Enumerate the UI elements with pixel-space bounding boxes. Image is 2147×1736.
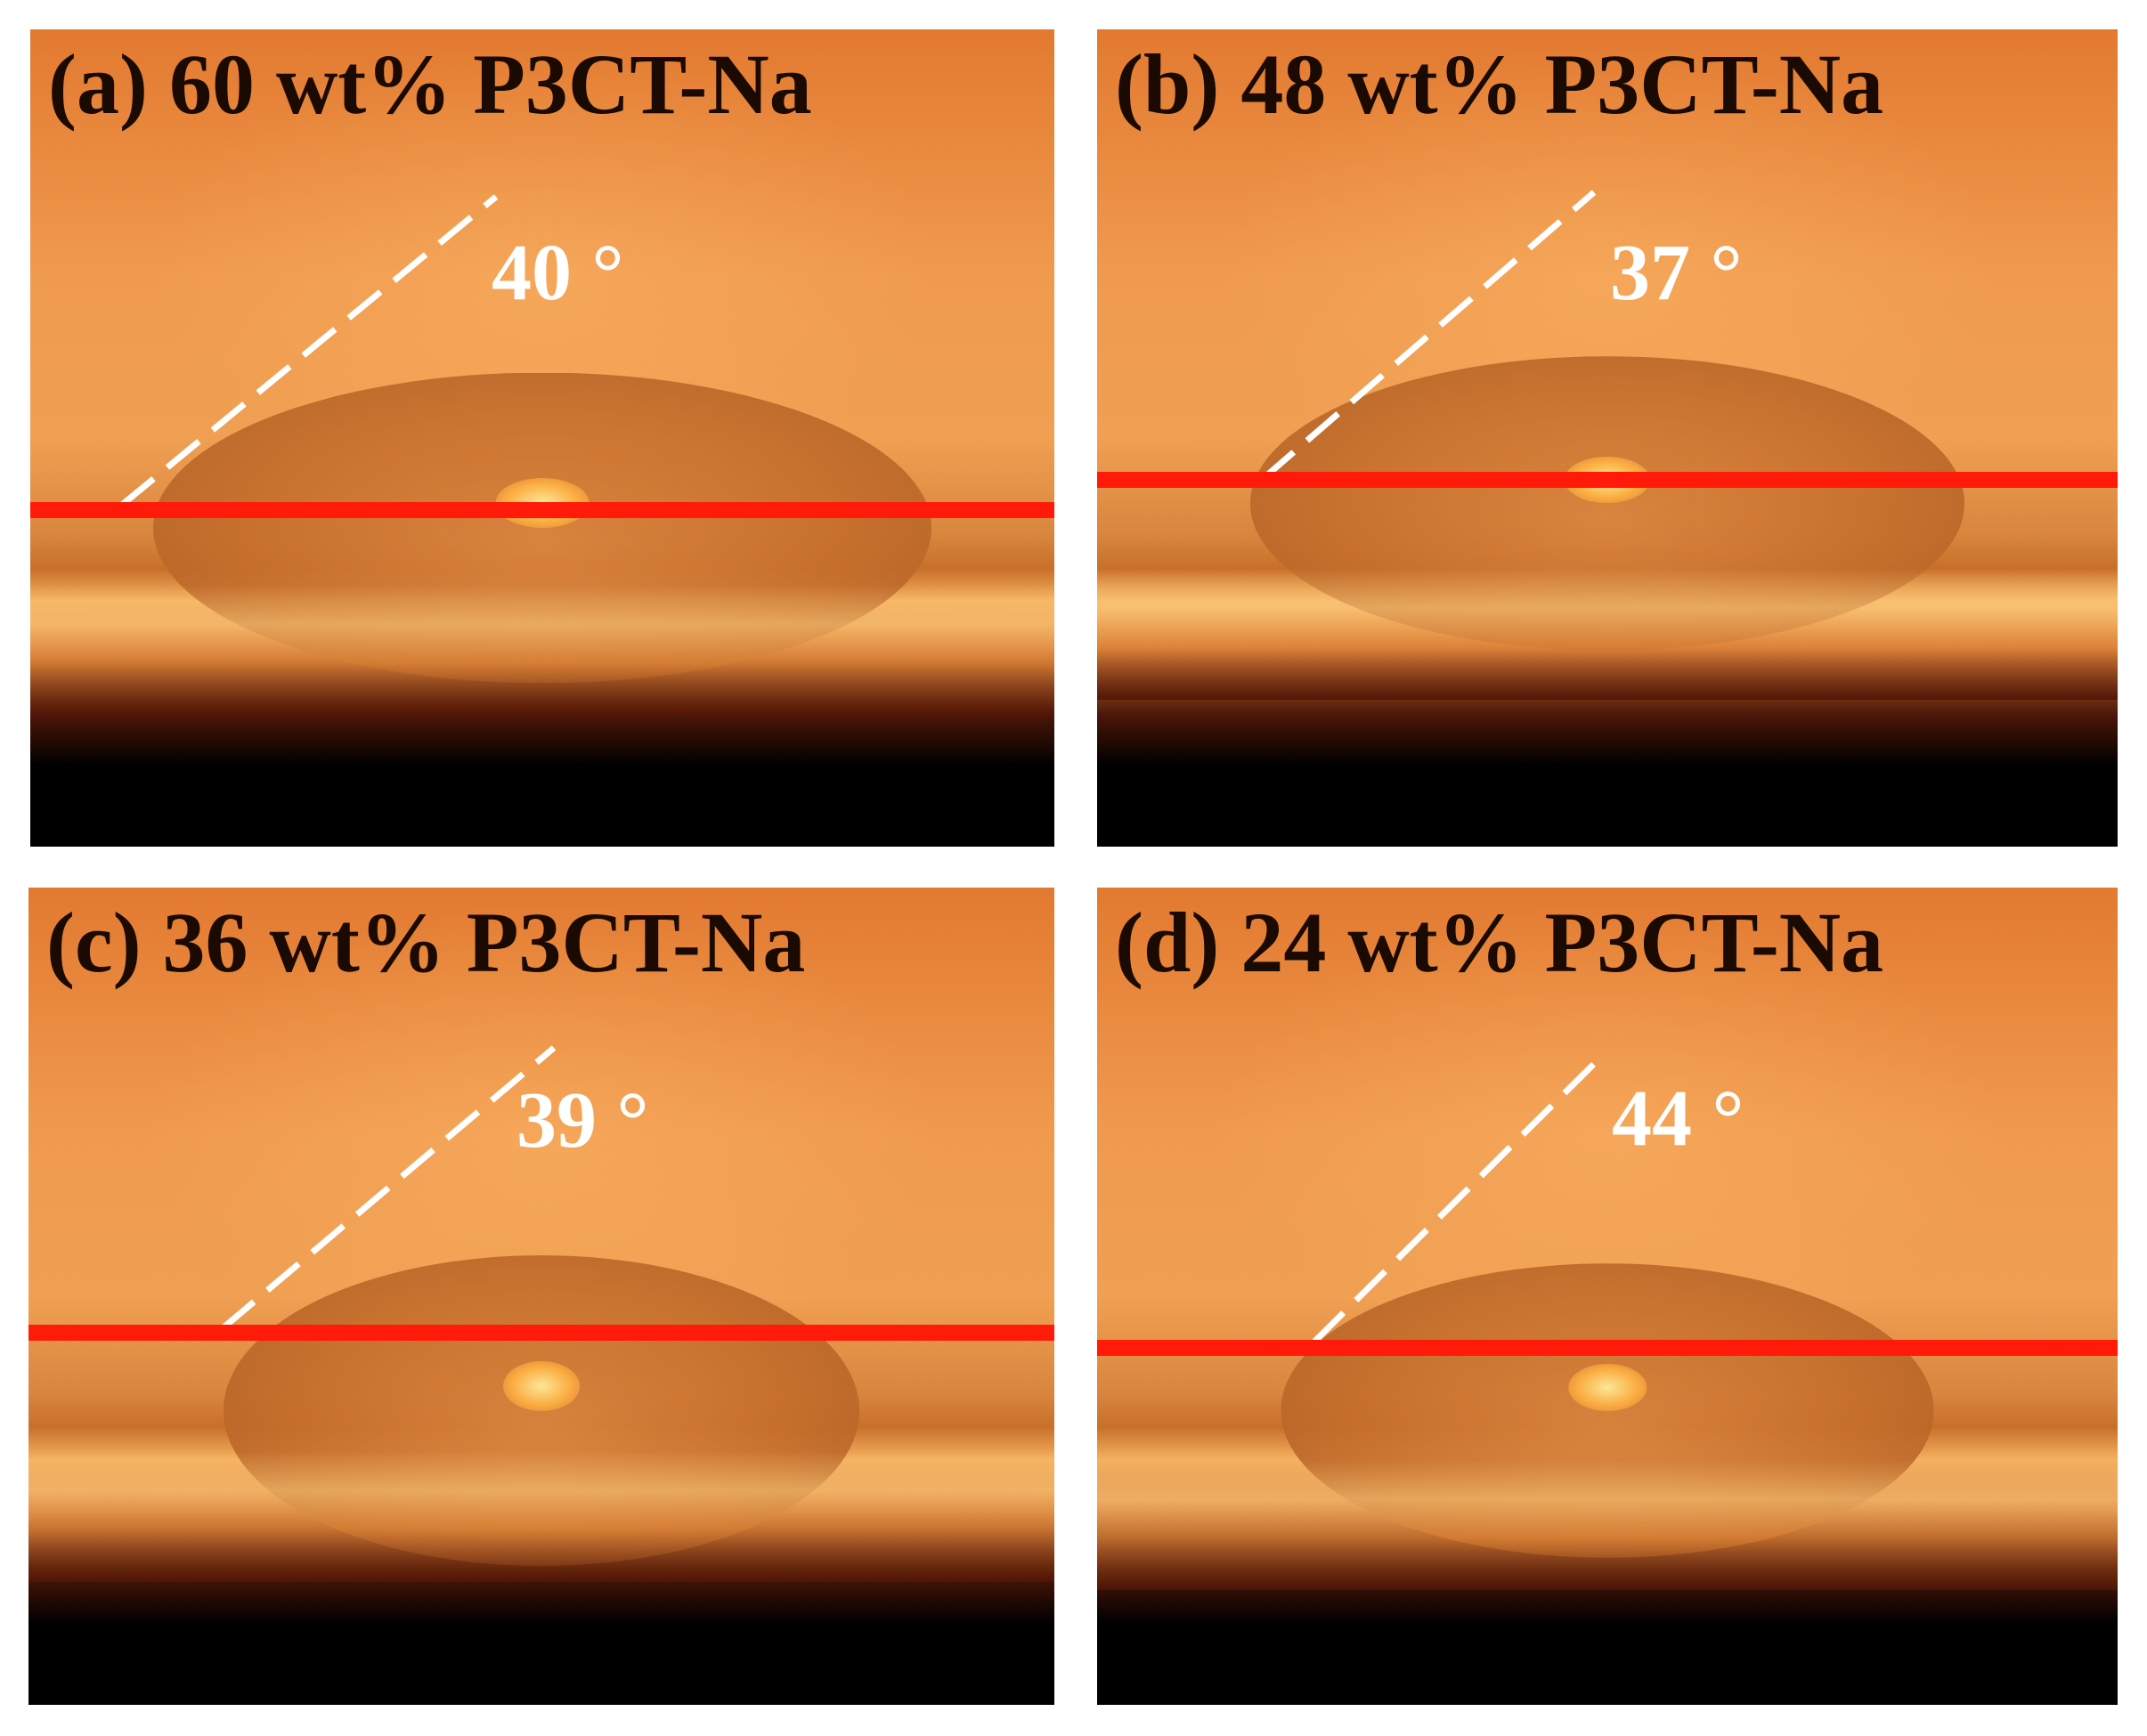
contact-angle-value: 37 ° [1610, 229, 1743, 317]
contact-angle-overlay [1097, 1059, 2118, 1356]
substrate [30, 585, 1054, 717]
panel-title: (b) 48 wt% P3CT-Na [1115, 37, 1884, 132]
contact-angle-value: 44 ° [1612, 1075, 1744, 1163]
contact-angle-value: 40 ° [492, 229, 624, 317]
panel-d-droplet-image: (d) 24 wt% P3CT-Na 44 ° [1097, 888, 2118, 1705]
tangent-line [220, 1045, 557, 1331]
tangent-line [1260, 190, 1597, 482]
contact-angle-overlay [28, 1045, 1054, 1341]
panel-a-droplet-image: (a) 60 wt% P3CT-Na 40 ° [30, 29, 1054, 847]
substrate [1097, 568, 2118, 700]
tangent-line [1312, 1059, 1598, 1344]
panel-title: (d) 24 wt% P3CT-Na [1115, 895, 1884, 990]
panel-c-droplet-image: (c) 36 wt% P3CT-Na 39 ° [28, 888, 1054, 1705]
panel-title: (a) 60 wt% P3CT-Na [48, 37, 812, 132]
substrate [28, 1451, 1054, 1583]
contact-angle-value: 39 ° [516, 1076, 649, 1164]
tangent-line [119, 194, 499, 507]
contact-angle-overlay [1097, 190, 2118, 488]
contact-angle-overlay [30, 194, 1054, 518]
panel-title: (c) 36 wt% P3CT-Na [46, 895, 806, 990]
substrate [1097, 1459, 2118, 1591]
panel-b-droplet-image: (b) 48 wt% P3CT-Na 37 ° [1097, 29, 2118, 847]
